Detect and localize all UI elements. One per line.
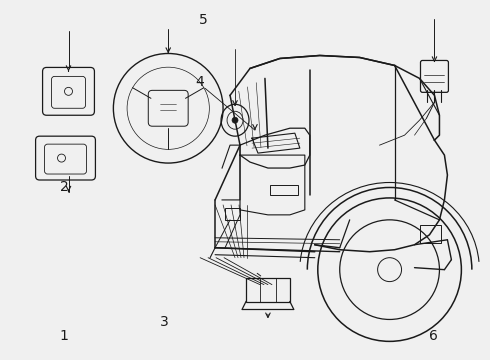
Bar: [225, 208, 240, 220]
Text: 6: 6: [429, 329, 438, 343]
Bar: [419, 225, 441, 243]
Text: 5: 5: [199, 13, 208, 27]
Bar: [270, 185, 298, 195]
Bar: [246, 278, 290, 302]
Text: 4: 4: [196, 75, 204, 89]
Circle shape: [232, 117, 238, 123]
Text: 2: 2: [60, 180, 69, 194]
Text: 1: 1: [60, 329, 69, 343]
Text: 3: 3: [160, 315, 169, 329]
